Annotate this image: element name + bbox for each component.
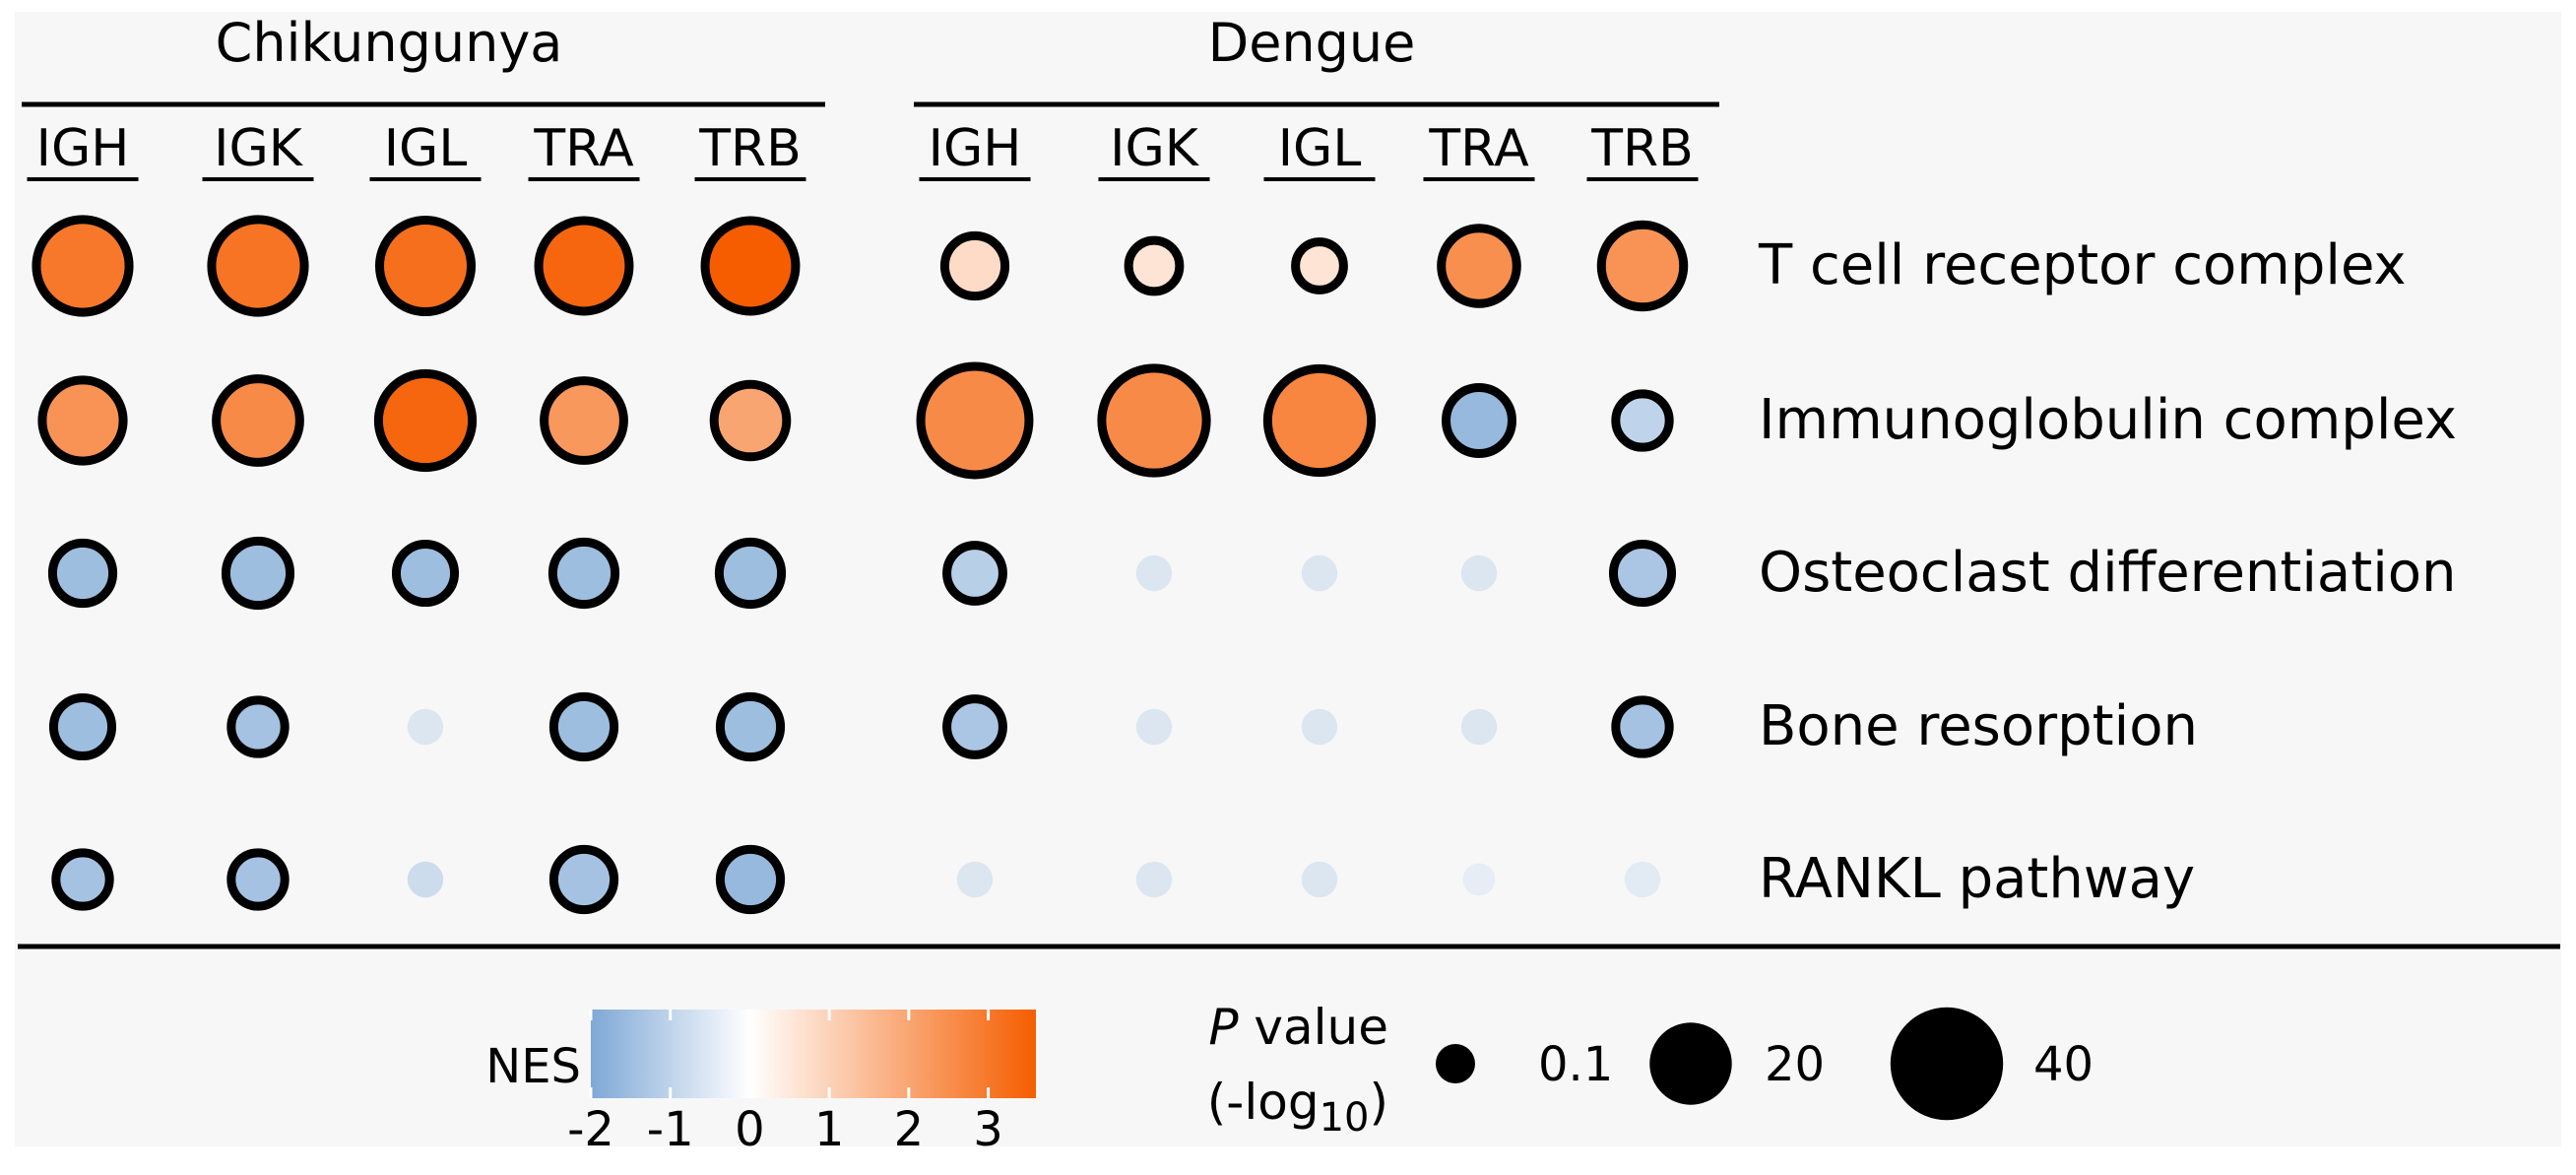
dot-r4-c4 (715, 844, 786, 915)
dot-r3-c9 (1611, 695, 1674, 758)
size-legend-label-0: 0.1 (1538, 1037, 1613, 1092)
dot-r4-c3 (548, 844, 619, 915)
column-label-dengue-igh: IGH (929, 119, 1022, 178)
p-legend-subtitle: (-log10) (1207, 1074, 1388, 1141)
column-label-chikungunya-igk: IGK (214, 119, 304, 178)
p-legend-title-rest: value (1239, 999, 1388, 1056)
nes-legend-title: NES (485, 1039, 581, 1094)
dot-r0-c5 (939, 230, 1010, 301)
dot-r2-c4 (714, 537, 787, 610)
dot-r3-c8 (1460, 708, 1498, 746)
dot-r2-c1 (221, 536, 295, 611)
group-label-dengue: Dengue (1208, 12, 1416, 74)
dot-r3-c2 (407, 708, 444, 746)
size-legend-dot-2 (1890, 1007, 2004, 1121)
size-legend-dot-0 (1436, 1044, 1475, 1083)
column-label-chikungunya-igh: IGH (36, 119, 130, 178)
dot-r2-c7 (1301, 555, 1338, 592)
dot-r3-c1 (226, 695, 290, 758)
row-label-1: Immunoglobulin complex (1759, 388, 2457, 452)
group-label-chikungunya: Chikungunya (216, 12, 563, 74)
p-legend-subtitle-suffix: ) (1369, 1074, 1388, 1131)
column-label-dengue-igk: IGK (1110, 119, 1200, 178)
dot-r1-c0 (37, 375, 128, 466)
nes-tick-label-3: 3 (973, 1102, 1003, 1157)
dot-r4-c6 (1135, 861, 1173, 898)
dot-r2-c6 (1135, 555, 1173, 592)
dot-r0-c2 (374, 215, 477, 317)
size-legend-label-2: 40 (2033, 1037, 2093, 1092)
dot-r1-c5 (916, 361, 1034, 480)
dot-r1-c7 (1262, 363, 1377, 478)
row-label-4: RANKL pathway (1759, 847, 2195, 911)
dot-r4-c7 (1301, 861, 1338, 898)
column-labels: IGH IGK IGL TRA TRB IGH IGK IGL TRA TRB (27, 119, 1699, 181)
dot-r1-c8 (1442, 383, 1516, 458)
dot-r2-c5 (942, 541, 1007, 606)
column-label-dengue-trb: TRB (1590, 119, 1694, 178)
dot-r4-c2 (407, 861, 444, 898)
size-legend-label-1: 20 (1765, 1037, 1825, 1092)
nes-tick-label-0: 0 (735, 1102, 765, 1157)
dot-r2-c3 (547, 537, 620, 610)
column-label-chikungunya-tra: TRA (533, 119, 634, 178)
dot-r4-c1 (226, 848, 290, 911)
dots (32, 215, 1689, 915)
dot-r4-c5 (956, 861, 994, 898)
size-legend: 0.1 20 40 (1436, 1007, 2093, 1121)
p-legend-subtitle-sub: 10 (1320, 1095, 1370, 1141)
dot-r3-c0 (48, 692, 117, 761)
size-legend-dot-1 (1649, 1022, 1732, 1105)
row-labels: T cell receptor complex Immunoglobulin co… (1758, 233, 2457, 911)
row-label-0: T cell receptor complex (1758, 233, 2407, 297)
p-legend-subtitle-prefix: (-log (1207, 1074, 1320, 1131)
nes-ticks: -2 -1 0 1 2 3 (567, 1010, 1003, 1157)
dot-r3-c5 (942, 694, 1007, 759)
column-label-dengue-tra: TRA (1428, 119, 1529, 178)
dot-r2-c8 (1460, 555, 1498, 592)
nes-tick-label-1: 1 (814, 1102, 845, 1157)
dot-r0-c0 (32, 215, 134, 317)
dot-r0-c4 (700, 216, 801, 316)
dot-r4-c0 (51, 848, 114, 911)
dot-r4-c8 (1462, 863, 1496, 896)
nes-tick-label--1: -1 (647, 1102, 694, 1157)
dot-r2-c2 (391, 539, 460, 608)
dot-r2-c9 (1608, 539, 1677, 608)
dot-r1-c1 (212, 374, 304, 467)
dot-r2-c0 (47, 538, 118, 609)
dot-r1-c3 (540, 376, 628, 465)
p-legend-title-italic: P (1208, 999, 1239, 1056)
dot-r1-c9 (1611, 389, 1674, 452)
column-label-dengue-igl: IGL (1278, 119, 1362, 178)
dot-r0-c1 (207, 215, 309, 317)
column-label-chikungunya-igl: IGL (384, 119, 468, 178)
dot-r3-c6 (1135, 708, 1173, 746)
dot-r1-c2 (373, 368, 478, 473)
dot-r3-c4 (715, 691, 786, 762)
dot-r0-c6 (1124, 235, 1185, 296)
column-label-chikungunya-trb: TRB (698, 119, 802, 178)
nes-tick-label--2: -2 (567, 1102, 614, 1157)
dot-r1-c4 (709, 379, 792, 462)
nes-tick-label-2: 2 (894, 1102, 925, 1157)
p-legend-title: P value (1208, 999, 1388, 1056)
row-label-3: Bone resorption (1759, 694, 2198, 758)
dot-r4-c9 (1624, 861, 1661, 898)
dot-r0-c3 (534, 216, 634, 316)
dot-r1-c6 (1097, 363, 1211, 478)
nes-colorbar (591, 1010, 1036, 1098)
dot-r3-c7 (1301, 708, 1338, 746)
dot-r3-c3 (548, 691, 619, 762)
dot-r0-c8 (1437, 224, 1521, 308)
dot-r0-c9 (1596, 220, 1689, 312)
dot-r0-c7 (1291, 237, 1348, 294)
row-label-2: Osteoclast differentiation (1759, 541, 2457, 605)
